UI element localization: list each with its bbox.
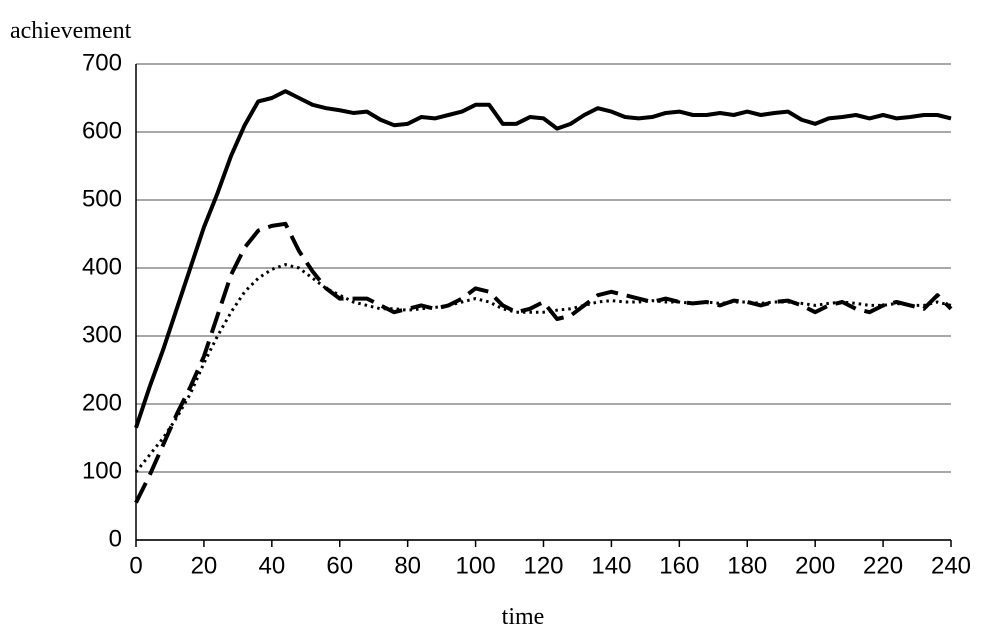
x-tick-label: 0 — [129, 552, 142, 579]
x-tick-label: 20 — [191, 552, 218, 579]
y-tick-label: 100 — [82, 457, 122, 484]
x-tick-label: 40 — [258, 552, 285, 579]
x-tick-label: 140 — [591, 552, 631, 579]
y-tick-label: 400 — [82, 253, 122, 280]
x-tick-label: 240 — [931, 552, 971, 579]
y-tick-label: 600 — [82, 117, 122, 144]
x-tick-label: 220 — [863, 552, 903, 579]
series-line — [134, 263, 952, 473]
x-tick-label: 100 — [456, 552, 496, 579]
series-line — [134, 221, 953, 504]
x-axis-label: time — [502, 604, 545, 628]
y-tick-label: 0 — [109, 525, 122, 552]
x-tick-label: 60 — [326, 552, 353, 579]
y-tick-label: 200 — [82, 389, 122, 416]
x-tick-label: 160 — [659, 552, 699, 579]
y-tick-label: 700 — [82, 49, 122, 76]
series-line — [134, 89, 952, 429]
x-tick-label: 200 — [795, 552, 835, 579]
y-tick-label: 500 — [82, 185, 122, 212]
x-tick-label: 120 — [523, 552, 563, 579]
x-tick-label: 80 — [394, 552, 421, 579]
y-tick-label: 300 — [82, 321, 122, 348]
x-tick-label: 180 — [727, 552, 767, 579]
y-axis-label: achievement — [10, 18, 132, 44]
